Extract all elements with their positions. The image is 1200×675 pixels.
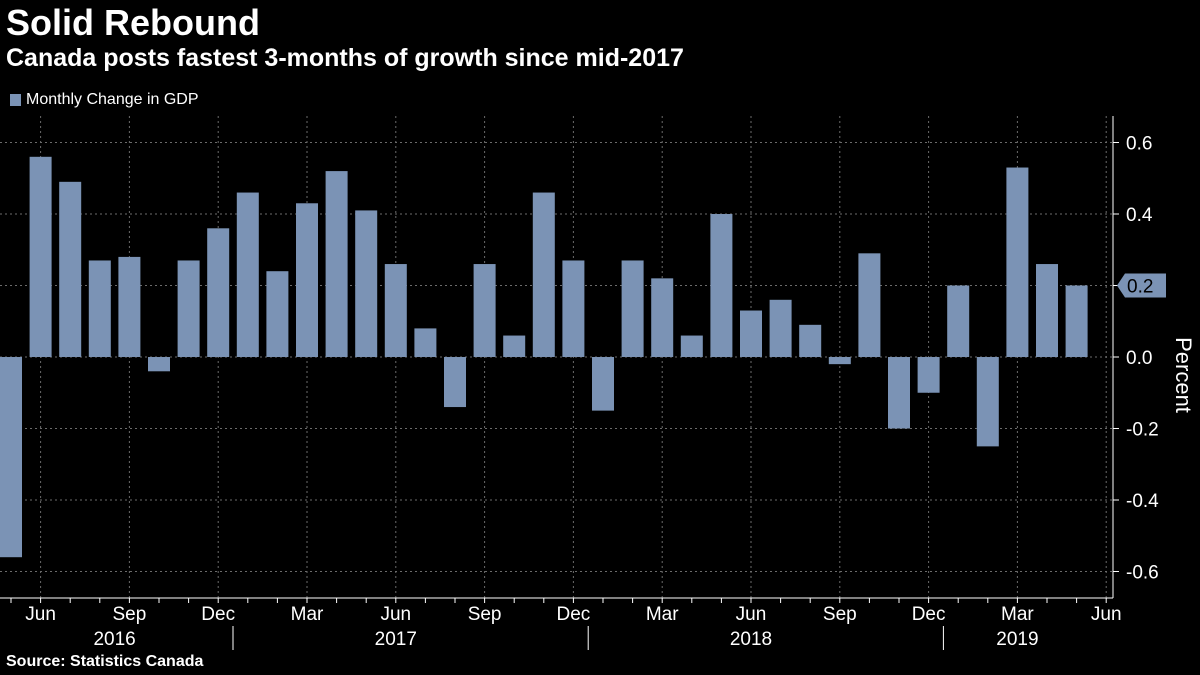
bar bbox=[828, 357, 851, 365]
x-month-label: Jun bbox=[736, 604, 767, 625]
bar bbox=[532, 192, 555, 357]
bar bbox=[355, 210, 378, 357]
bar bbox=[621, 260, 644, 357]
x-month-label: Dec bbox=[557, 604, 591, 625]
source-note: Source: Statistics Canada bbox=[6, 653, 204, 670]
bar bbox=[296, 203, 318, 357]
x-month-label: Dec bbox=[912, 604, 946, 625]
bar bbox=[917, 357, 940, 393]
x-month-label: Jun bbox=[1091, 604, 1122, 625]
bar bbox=[325, 171, 348, 357]
bar bbox=[29, 156, 52, 357]
bar bbox=[740, 310, 762, 357]
x-month-label: Mar bbox=[291, 604, 324, 625]
bar bbox=[207, 228, 230, 357]
bar bbox=[118, 256, 141, 357]
chart-title: Solid Rebound bbox=[6, 2, 260, 43]
y-tick-label: -0.2 bbox=[1126, 420, 1159, 441]
last-value-label: 0.2 bbox=[1127, 277, 1153, 298]
chart-subtitle: Canada posts fastest 3-months of growth … bbox=[6, 44, 684, 72]
bar bbox=[444, 357, 466, 408]
legend: Monthly Change in GDP bbox=[10, 91, 199, 109]
bar bbox=[236, 192, 259, 357]
y-tick-label: -0.4 bbox=[1126, 491, 1159, 512]
bar bbox=[1065, 285, 1088, 357]
bar bbox=[1006, 167, 1029, 357]
bar bbox=[473, 264, 496, 357]
bar bbox=[947, 285, 970, 357]
bar bbox=[266, 271, 289, 357]
bar bbox=[976, 357, 999, 447]
bar bbox=[1036, 264, 1058, 357]
bar bbox=[710, 214, 733, 357]
bar bbox=[888, 357, 910, 429]
x-month-label: Dec bbox=[201, 604, 235, 625]
x-year-label: 2017 bbox=[375, 629, 417, 650]
x-year-label: 2019 bbox=[996, 629, 1038, 650]
y-axis-title: Percent bbox=[1171, 337, 1196, 413]
bar bbox=[858, 253, 881, 357]
bar bbox=[680, 335, 703, 357]
y-tick-label: 0.0 bbox=[1126, 348, 1152, 369]
bar bbox=[88, 260, 111, 357]
bar bbox=[148, 357, 170, 372]
bar bbox=[177, 260, 200, 357]
last-value-callout bbox=[1117, 273, 1166, 298]
bar bbox=[0, 357, 22, 558]
legend-swatch bbox=[10, 94, 21, 106]
x-month-label: Sep bbox=[823, 604, 857, 625]
bar bbox=[503, 335, 526, 357]
y-tick-label: -0.6 bbox=[1126, 563, 1159, 584]
x-month-label: Sep bbox=[112, 604, 146, 625]
x-month-label: Mar bbox=[1001, 604, 1034, 625]
x-month-label: Sep bbox=[468, 604, 502, 625]
bar bbox=[414, 328, 437, 357]
bar bbox=[769, 299, 792, 357]
bar bbox=[562, 260, 585, 357]
x-year-label: 2016 bbox=[93, 629, 135, 650]
bar bbox=[384, 264, 407, 357]
x-year-label: 2018 bbox=[730, 629, 772, 650]
bar bbox=[799, 324, 822, 357]
x-month-label: Jun bbox=[380, 604, 411, 625]
x-month-label: Jun bbox=[25, 604, 56, 625]
x-month-label: Mar bbox=[646, 604, 679, 625]
bar bbox=[651, 278, 674, 357]
y-tick-label: 0.6 bbox=[1126, 134, 1152, 155]
bar bbox=[592, 357, 614, 411]
bar bbox=[59, 181, 82, 357]
legend-label: Monthly Change in GDP bbox=[26, 91, 199, 108]
y-tick-label: 0.4 bbox=[1126, 205, 1153, 226]
